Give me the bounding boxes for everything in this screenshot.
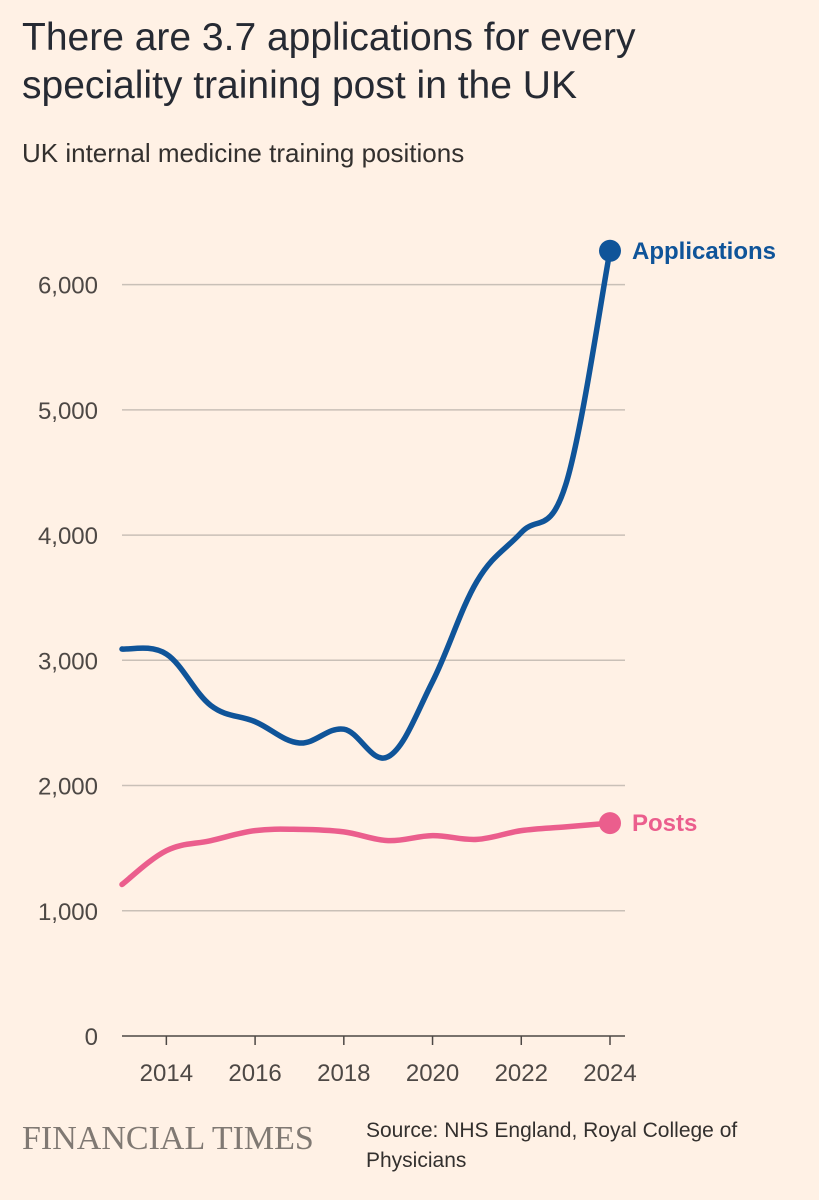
y-tick-label: 0	[85, 1024, 98, 1051]
y-tick-label: 3,000	[38, 648, 98, 675]
line-chart: 0 1,000 2,000 3,000 4,000 5,000 6,000 2014 2016…	[38, 238, 776, 1087]
source-note: Source: NHS England, Royal College of Ph…	[366, 1119, 738, 1172]
x-axis: 2014 2016 2018 2020 2022 2024	[140, 1036, 637, 1087]
series-label-applications: Applications	[632, 238, 776, 265]
y-tick-label: 1,000	[38, 899, 98, 926]
chart-title: There are 3.7 applications for every spe…	[22, 16, 636, 107]
end-marker-posts	[599, 812, 621, 835]
x-tick-label: 2018	[317, 1060, 370, 1087]
series-end-markers: Applications Posts	[599, 238, 776, 837]
gridlines	[122, 283, 625, 1037]
series-label-posts: Posts	[632, 810, 697, 837]
y-tick-label: 6,000	[38, 273, 98, 300]
ft-logo: FINANCIAL TIMES	[22, 1120, 314, 1157]
series-lines	[119, 248, 613, 888]
series-line-posts	[119, 820, 613, 888]
y-tick-label: 5,000	[38, 398, 98, 425]
x-tick-label: 2020	[406, 1060, 459, 1087]
x-tick-label: 2016	[228, 1060, 281, 1087]
series-line-applications	[119, 248, 613, 761]
x-tick-label: 2022	[495, 1060, 548, 1087]
y-tick-label: 4,000	[38, 523, 98, 550]
y-tick-label: 2,000	[38, 774, 98, 801]
end-marker-applications	[599, 239, 621, 262]
x-tick-label: 2014	[140, 1060, 193, 1087]
x-tick-label: 2024	[583, 1060, 636, 1087]
chart-subtitle: UK internal medicine training positions	[22, 138, 465, 168]
y-axis-ticks: 0 1,000 2,000 3,000 4,000 5,000 6,000	[38, 273, 98, 1051]
